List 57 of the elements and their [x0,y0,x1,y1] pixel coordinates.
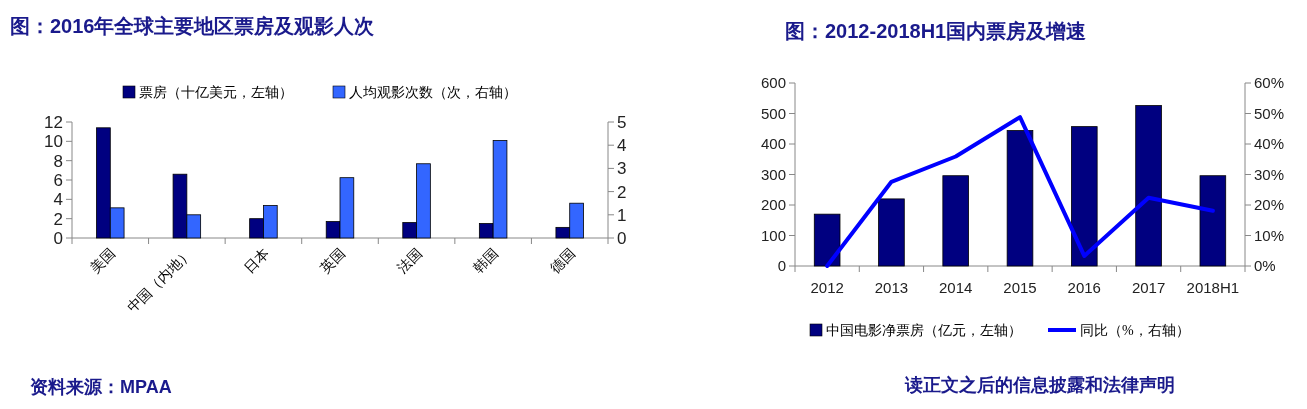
y-tick-label: 300 [760,165,786,183]
y-tick-label: 10 [44,132,63,152]
legend-label: 票房（十亿美元，左轴） [139,85,293,100]
bar [813,213,841,267]
y2-tick-label: 3 [617,159,627,179]
y-tick-label: 4 [53,190,63,210]
x-tick-label: 2017 [1131,279,1166,296]
chart-title: 图：2016年全球主要地区票房及观影人次 [10,15,376,37]
x-tick-label: 韩国 [470,245,502,276]
x-tick-label: 2013 [874,279,909,296]
y-tick-label: 6 [53,170,63,190]
y-tick-label: 8 [53,151,63,171]
bar [1199,175,1227,267]
legend-label: 中国电影净票房（亿元，左轴） [826,323,1022,338]
x-tick-label: 英国 [317,245,349,276]
y2-tick-label: 0% [1254,257,1276,275]
y-tick-label: 0 [53,228,63,248]
x-tick-label: 2016 [1067,279,1101,296]
y-tick-label: 0 [777,257,786,275]
x-tick-label: 2015 [1003,279,1037,296]
y2-tick-label: 1 [617,205,627,225]
y-tick-label: 200 [760,196,786,214]
y2-tick-label: 2 [617,182,627,202]
x-tick-label: 2014 [939,279,973,296]
text: 读正文之后的信息披露和法律声明 [904,375,1175,395]
y2-tick-label: 40% [1254,135,1285,153]
x-tick-label: 中国（内地） [124,245,195,316]
y2-tick-label: 50% [1254,104,1285,122]
y-tick-label: 2 [53,209,63,229]
y-tick-label: 600 [760,74,786,92]
x-tick-label: 2012 [810,279,844,296]
bar [942,175,969,267]
x-tick-label: 法国 [394,245,425,276]
y-tick-label: 12 [44,112,63,132]
bar [1071,126,1098,267]
legend-label: 人均观影次数（次，右轴） [349,85,517,100]
bar [1135,105,1162,267]
bar [878,198,905,267]
y2-tick-label: 30% [1254,165,1285,183]
text: 资料来源：MPAA [30,377,172,397]
line-series [825,115,1215,268]
x-tick-label: 德国 [547,245,578,276]
y2-tick-label: 5 [617,112,627,132]
y2-tick-label: 20% [1254,196,1285,214]
y2-tick-label: 60% [1254,74,1285,92]
y-tick-label: 100 [760,226,786,244]
y2-tick-label: 10% [1254,226,1285,244]
chart-title: 图：2012-2018H1国内票房及增速 [785,20,1087,42]
x-tick-label: 日本 [241,245,272,276]
x-tick-label: 美国 [88,245,119,276]
x-tick-label: 2018H1 [1186,279,1240,296]
bar [1006,130,1034,267]
y-tick-label: 400 [760,135,786,153]
y-tick-label: 500 [760,104,786,122]
y2-tick-label: 4 [617,136,627,156]
legend-label: 同比（%，右轴） [1080,323,1190,338]
y2-tick-label: 0 [617,228,627,248]
